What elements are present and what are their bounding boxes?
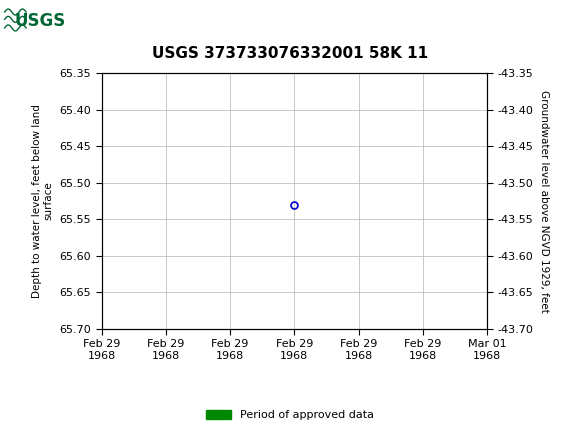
Y-axis label: Groundwater level above NGVD 1929, feet: Groundwater level above NGVD 1929, feet — [539, 89, 549, 313]
FancyBboxPatch shape — [3, 2, 78, 41]
Legend: Period of approved data: Period of approved data — [206, 410, 374, 420]
Text: USGS 373733076332001 58K 11: USGS 373733076332001 58K 11 — [152, 46, 428, 61]
Y-axis label: Depth to water level, feet below land
surface: Depth to water level, feet below land su… — [32, 104, 54, 298]
Text: USGS: USGS — [15, 12, 66, 30]
